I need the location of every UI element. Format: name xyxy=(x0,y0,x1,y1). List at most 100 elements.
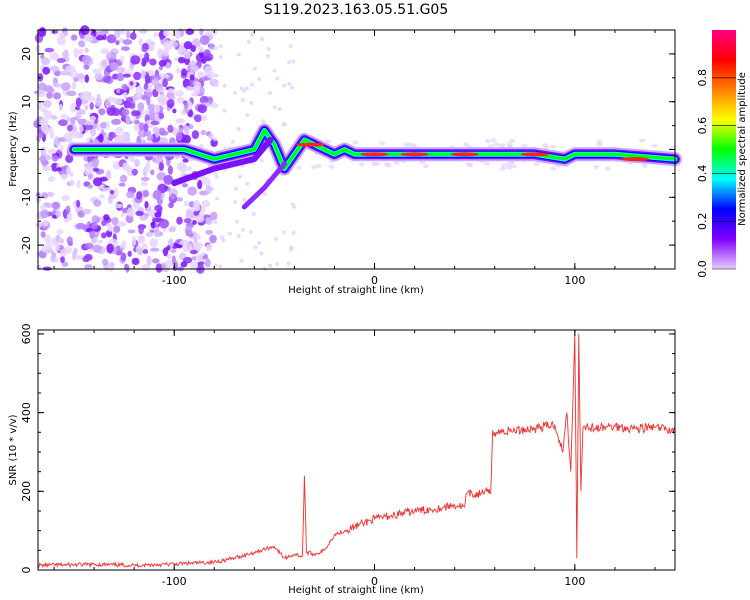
noise-blob xyxy=(315,163,322,168)
noise-blob xyxy=(134,119,140,125)
colorbar-ticks: 0.0 0.2 0.4 0.6 0.8 xyxy=(696,69,736,278)
noise-blob xyxy=(641,163,648,168)
noise-blob xyxy=(222,83,227,88)
noise-blob xyxy=(175,131,183,141)
noise-blob xyxy=(184,51,191,60)
noise-blob xyxy=(73,247,78,255)
noise-blob xyxy=(493,142,500,147)
spectrogram-x-ticks: -100 0 100 xyxy=(53,30,656,287)
noise-blob xyxy=(188,124,194,130)
noise-blob xyxy=(46,202,54,209)
noise-blob xyxy=(133,122,139,132)
noise-blob xyxy=(85,242,94,250)
noise-blob xyxy=(103,214,110,221)
noise-blob xyxy=(358,162,365,167)
noise-blob xyxy=(218,44,223,49)
noise-blob xyxy=(205,217,213,225)
noise-blob xyxy=(244,86,249,91)
noise-blob xyxy=(84,64,89,70)
noise-blob xyxy=(70,117,76,126)
noise-blob xyxy=(126,30,131,39)
noise-blob xyxy=(76,179,81,189)
noise-blob xyxy=(199,35,210,45)
noise-blob xyxy=(119,174,128,183)
noise-blob xyxy=(328,164,335,169)
noise-blob xyxy=(257,240,261,245)
noise-blob xyxy=(208,133,214,140)
noise-blob xyxy=(111,118,121,125)
noise-blob xyxy=(236,52,241,57)
noise-blob xyxy=(49,126,54,134)
noise-blob xyxy=(182,158,189,163)
noise-blob xyxy=(43,219,49,227)
noise-blob xyxy=(193,241,204,250)
ridge-peak xyxy=(620,157,649,162)
noise-blob xyxy=(174,30,181,40)
noise-blob xyxy=(248,229,253,234)
noise-blob xyxy=(76,73,85,80)
noise-blob xyxy=(116,88,121,94)
noise-blob xyxy=(49,65,60,72)
noise-blob xyxy=(41,124,49,135)
noise-blob xyxy=(550,144,557,149)
noise-blob xyxy=(484,139,491,144)
x-tick-label: -100 xyxy=(162,274,187,287)
noise-blob xyxy=(145,232,154,237)
noise-blob xyxy=(170,193,176,200)
noise-blob xyxy=(42,99,52,108)
noise-blob xyxy=(143,165,150,173)
noise-blob xyxy=(193,40,201,46)
noise-blob xyxy=(140,176,150,182)
noise-blob xyxy=(134,159,140,168)
noise-blob xyxy=(54,242,60,252)
noise-blob xyxy=(83,35,94,42)
noise-blob xyxy=(42,165,53,171)
noise-blob xyxy=(214,83,219,88)
noise-blob xyxy=(159,219,170,229)
y-tick-label: 400 xyxy=(20,402,33,423)
noise-blob xyxy=(506,161,513,166)
noise-blob xyxy=(121,108,130,116)
noise-blob xyxy=(63,132,73,143)
noise-blob xyxy=(152,126,160,134)
noise-blob xyxy=(60,114,69,119)
noise-blob xyxy=(231,139,235,144)
noise-blob xyxy=(290,85,294,90)
noise-blob xyxy=(159,30,165,41)
noise-blob xyxy=(218,55,223,59)
y-tick-label: 0 xyxy=(20,146,33,153)
noise-blob xyxy=(533,162,540,166)
noise-blob xyxy=(191,256,198,261)
noise-blob xyxy=(241,227,246,232)
noise-blob xyxy=(54,70,61,77)
noise-blob xyxy=(131,257,140,266)
chart-title: S119.2023.163.05.51.G05 xyxy=(264,2,449,18)
noise-blob xyxy=(97,239,104,244)
noise-blob xyxy=(167,124,174,133)
noise-blob xyxy=(106,243,114,254)
noise-blob xyxy=(245,181,250,186)
noise-blob xyxy=(275,261,280,266)
noise-blob xyxy=(151,217,162,222)
noise-blob xyxy=(157,48,164,58)
noise-blob xyxy=(150,120,160,126)
noise-blob xyxy=(604,166,611,171)
noise-blob xyxy=(89,115,96,121)
noise-blob xyxy=(251,211,256,216)
noise-blob xyxy=(49,52,59,61)
noise-blob xyxy=(108,195,113,205)
noise-blob xyxy=(194,114,202,123)
noise-blob xyxy=(138,37,143,46)
noise-blob xyxy=(139,28,148,34)
noise-blob xyxy=(133,71,142,81)
noise-blob xyxy=(208,43,216,50)
noise-blob xyxy=(197,104,207,114)
noise-blob xyxy=(40,146,47,156)
noise-blob xyxy=(141,57,150,63)
noise-blob xyxy=(70,102,77,113)
noise-blob xyxy=(379,141,386,146)
noise-blob xyxy=(166,253,172,259)
noise-blob xyxy=(250,82,255,87)
noise-blob xyxy=(121,83,128,91)
